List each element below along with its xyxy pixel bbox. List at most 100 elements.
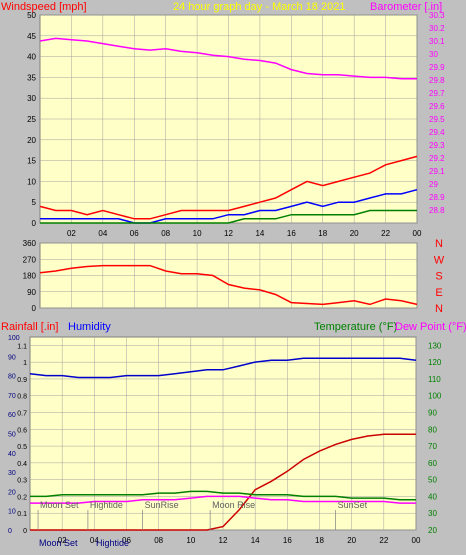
barometer-tick-label: 28.8 — [429, 206, 445, 215]
direction-tick-label: 270 — [23, 255, 37, 264]
temperature-tick-label: 50 — [428, 476, 437, 485]
compass-label: N — [435, 238, 443, 250]
barometer-tick-label: 29.1 — [429, 167, 445, 176]
hour-tick-label: 06 — [130, 229, 139, 238]
series-line — [30, 490, 416, 501]
windspeed-axis-title: Windspeed [mph] — [1, 1, 87, 13]
barometer-tick-label: 30.3 — [429, 11, 445, 20]
compass-label: E — [435, 287, 442, 299]
series-line — [29, 357, 417, 379]
series-line — [30, 433, 416, 531]
barometer-tick-label: 29 — [429, 180, 438, 189]
compass-label: W — [434, 254, 445, 266]
barometer-tick-label: 29.3 — [429, 141, 445, 150]
temperature-tick-label: 30 — [428, 509, 437, 518]
barometer-tick-label: 30.1 — [429, 37, 445, 46]
barometer-tick-label: 29.7 — [429, 89, 445, 98]
temperature-tick-label: 60 — [428, 459, 437, 468]
hour-tick-label: 22 — [381, 229, 390, 238]
direction-tick-label: 180 — [23, 272, 37, 281]
hour-tick-label: 18 — [315, 536, 324, 545]
direction-tick-label: 90 — [27, 288, 36, 297]
hour-tick-label: 02 — [58, 536, 67, 545]
hour-tick-label: 04 — [90, 536, 99, 545]
hour-tick-label: 12 — [224, 229, 233, 238]
temperature-tick-label: 110 — [428, 375, 441, 384]
hour-tick-label: 08 — [154, 536, 163, 545]
windspeed-tick-label: 15 — [27, 157, 36, 166]
rainfall-tick-label: 0.2 — [17, 494, 27, 501]
hour-tick-label: 00 — [413, 229, 422, 238]
hour-tick-label: 14 — [251, 536, 260, 545]
windspeed-tick-label: 5 — [32, 198, 37, 207]
rainfall-tick-label: 0.4 — [17, 461, 27, 468]
hour-tick-label: 14 — [255, 229, 264, 238]
temperature-tick-label: 130 — [428, 341, 442, 350]
annotation-label: Moon Rise — [212, 500, 255, 510]
humidity-tick-label: 70 — [8, 393, 16, 400]
temperature-tick-label: 20 — [428, 526, 437, 535]
temperature-tick-label: 100 — [428, 392, 442, 401]
annotation-label: Hightide — [90, 500, 123, 510]
windspeed-tick-label: 50 — [27, 11, 36, 20]
temperature-tick-label: 80 — [428, 425, 437, 434]
windspeed-tick-label: 45 — [27, 32, 36, 41]
series-line — [39, 37, 417, 80]
windspeed-tick-label: 30 — [27, 94, 36, 103]
annotation-label: SunSet — [338, 500, 368, 510]
compass-label: S — [435, 271, 442, 283]
bottom-label-hightide: Hightide — [96, 538, 129, 548]
barometer-tick-label: 29.6 — [429, 102, 445, 111]
humidity-tick-label: 40 — [8, 451, 16, 458]
rainfall-tick-label: 0.3 — [17, 478, 27, 485]
rainfall-axis-title: Rainfall [.in] — [1, 321, 58, 333]
hour-tick-label: 20 — [347, 536, 356, 545]
hour-tick-label: 10 — [193, 229, 202, 238]
temperature-tick-label: 90 — [428, 409, 437, 418]
barometer-tick-label: 29.4 — [429, 128, 445, 137]
hour-tick-label: 18 — [318, 229, 327, 238]
humidity-tick-label: 50 — [8, 432, 16, 439]
hour-tick-label: 16 — [287, 229, 296, 238]
barometer-tick-label: 29.9 — [429, 63, 445, 72]
rainfall-tick-label: 0.1 — [17, 511, 27, 518]
series-line — [39, 264, 418, 306]
humidity-tick-label: 30 — [8, 470, 16, 477]
windspeed-tick-label: 20 — [27, 136, 36, 145]
temperature-axis-title: Temperature (°F) — [314, 321, 397, 333]
barometer-tick-label: 30.2 — [429, 24, 445, 33]
windspeed-tick-label: 10 — [27, 177, 36, 186]
humidity-tick-label: 100 — [8, 335, 20, 342]
windspeed-tick-label: 0 — [32, 219, 37, 228]
rainfall-tick-label: 1 — [23, 360, 27, 367]
rainfall-tick-label: 0 — [23, 528, 27, 535]
compass-label: N — [435, 303, 443, 315]
temperature-tick-label: 40 — [428, 492, 437, 501]
hour-tick-label: 10 — [186, 536, 195, 545]
humidity-tick-label: 10 — [8, 509, 16, 516]
hour-tick-label: 20 — [350, 229, 359, 238]
dewpoint-axis-title: Dew Point (°F) — [395, 321, 466, 333]
hour-tick-label: 16 — [283, 536, 292, 545]
rainfall-tick-label: 1.1 — [17, 343, 27, 350]
hour-tick-label: 12 — [219, 536, 228, 545]
rainfall-tick-label: 0.6 — [17, 427, 27, 434]
temperature-tick-label: 120 — [428, 358, 442, 367]
windspeed-tick-label: 40 — [27, 53, 36, 62]
chart-title: 24 hour graph day - March 18 2021 — [173, 1, 345, 13]
direction-tick-label: 0 — [32, 304, 37, 313]
hour-tick-label: 04 — [98, 229, 107, 238]
windspeed-tick-label: 35 — [27, 73, 36, 82]
barometer-tick-label: 28.9 — [429, 193, 445, 202]
humidity-tick-label: 0 — [8, 528, 12, 535]
hour-tick-label: 00 — [412, 536, 421, 545]
direction-tick-label: 360 — [23, 239, 37, 248]
barometer-axis-title: Barometer [.in] — [370, 1, 442, 13]
barometer-tick-label: 29.8 — [429, 76, 445, 85]
humidity-tick-label: 90 — [8, 354, 16, 361]
hour-tick-label: 08 — [161, 229, 170, 238]
series-line — [39, 155, 418, 220]
humidity-tick-label: 20 — [8, 489, 16, 496]
rainfall-tick-label: 0.7 — [17, 411, 27, 418]
temperature-tick-label: 70 — [428, 442, 437, 451]
